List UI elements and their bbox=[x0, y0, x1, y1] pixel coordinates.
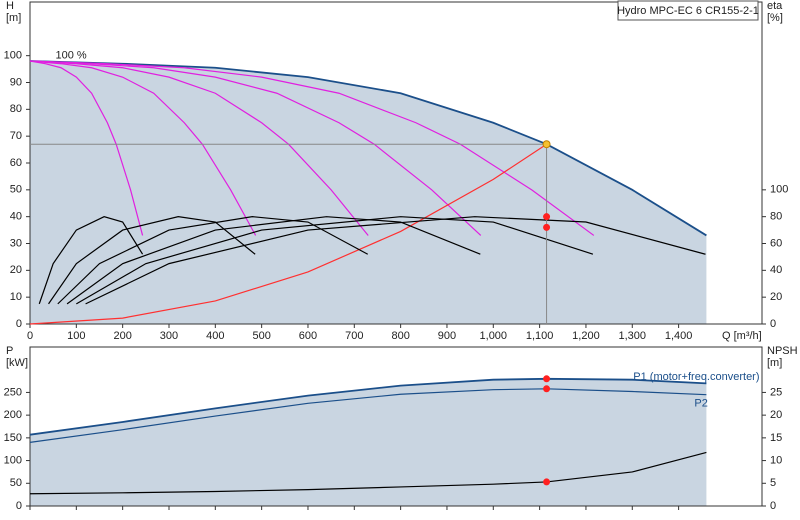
y2-tick-label: 10 bbox=[770, 454, 782, 466]
curve bbox=[76, 216, 594, 305]
y-tick-label: 100 bbox=[4, 50, 22, 62]
y-tick-label: 80 bbox=[10, 103, 22, 115]
y2-tick-label: 20 bbox=[770, 291, 782, 303]
x-tick-label: 600 bbox=[299, 330, 317, 342]
y2-axis-label: [m] bbox=[767, 357, 782, 369]
y2-tick-label: 20 bbox=[770, 409, 782, 421]
operating-point bbox=[543, 223, 551, 231]
plot-frame bbox=[29, 346, 763, 507]
y2-axis-label: [%] bbox=[767, 12, 783, 24]
y2-tick-label: 100 bbox=[770, 184, 788, 196]
operating-area bbox=[30, 378, 707, 506]
y-tick-label: 100 bbox=[4, 454, 22, 466]
x-tick-label: 1,400 bbox=[665, 330, 693, 342]
y-tick-label: 60 bbox=[10, 157, 22, 169]
y-axis-label: [m] bbox=[6, 12, 21, 24]
y-tick-label: 10 bbox=[10, 291, 22, 303]
operating-point bbox=[542, 140, 551, 149]
operating-point bbox=[543, 385, 551, 393]
series-label: P1 (motor+freq.converter) bbox=[633, 371, 759, 383]
curve bbox=[38, 216, 144, 305]
y-axis-label: [kW] bbox=[6, 357, 28, 369]
y-tick-label: 70 bbox=[10, 130, 22, 142]
x-tick-label: 1,100 bbox=[526, 330, 554, 342]
y-tick-label: 90 bbox=[10, 76, 22, 88]
operating-point bbox=[543, 478, 551, 486]
x-tick-label: 200 bbox=[113, 330, 131, 342]
y2-tick-label: 0 bbox=[770, 500, 776, 512]
y2-tick-label: 15 bbox=[770, 432, 782, 444]
x-tick-label: 1,000 bbox=[480, 330, 508, 342]
curve bbox=[29, 60, 595, 236]
y-tick-label: 50 bbox=[10, 184, 22, 196]
curve bbox=[29, 60, 144, 236]
operating-point bbox=[543, 375, 551, 383]
y-tick-label: 50 bbox=[10, 477, 22, 489]
y-tick-label: 0 bbox=[16, 318, 22, 330]
y-tick-label: 0 bbox=[16, 500, 22, 512]
x-tick-label: 500 bbox=[252, 330, 270, 342]
series-label: P2 bbox=[694, 398, 707, 410]
x-tick-label: 0 bbox=[27, 330, 33, 342]
curve bbox=[29, 60, 707, 237]
y2-axis-label: eta bbox=[767, 0, 783, 12]
chart-title: Hydro MPC-EC 6 CR155-2-1 bbox=[617, 5, 759, 17]
title-box bbox=[617, 0, 759, 21]
operating-area bbox=[30, 61, 707, 325]
y-tick-label: 30 bbox=[10, 237, 22, 249]
y2-tick-label: 60 bbox=[770, 237, 782, 249]
curve bbox=[29, 451, 707, 495]
curve bbox=[29, 60, 257, 236]
curve bbox=[29, 377, 707, 436]
x-axis-label: Q [m³/h] bbox=[722, 330, 762, 342]
y-axis-label: H bbox=[6, 0, 14, 12]
y2-axis-label: NPSH bbox=[767, 345, 798, 357]
curve bbox=[29, 388, 707, 443]
y2-tick-label: 25 bbox=[770, 386, 782, 398]
x-tick-label: 300 bbox=[160, 330, 178, 342]
curve bbox=[29, 143, 547, 325]
x-tick-label: 800 bbox=[391, 330, 409, 342]
y2-tick-label: 40 bbox=[770, 264, 782, 276]
y2-tick-label: 5 bbox=[770, 477, 776, 489]
x-tick-label: 100 bbox=[67, 330, 85, 342]
curve bbox=[29, 60, 369, 236]
curve bbox=[57, 216, 369, 305]
x-tick-label: 700 bbox=[345, 330, 363, 342]
y-tick-label: 20 bbox=[10, 264, 22, 276]
x-tick-label: 900 bbox=[438, 330, 456, 342]
curve bbox=[48, 216, 256, 305]
annotation: 100 % bbox=[55, 50, 86, 62]
operating-point bbox=[543, 213, 551, 221]
y-tick-label: 250 bbox=[4, 386, 22, 398]
y-axis-label: P bbox=[6, 345, 13, 357]
y-tick-label: 40 bbox=[10, 211, 22, 223]
y-tick-label: 150 bbox=[4, 432, 22, 444]
x-tick-label: 1,300 bbox=[619, 330, 647, 342]
x-tick-label: 1,200 bbox=[572, 330, 600, 342]
y2-tick-label: 80 bbox=[770, 211, 782, 223]
curve bbox=[85, 216, 706, 305]
curve bbox=[66, 216, 481, 305]
x-tick-label: 400 bbox=[206, 330, 224, 342]
y-tick-label: 200 bbox=[4, 409, 22, 421]
y2-tick-label: 0 bbox=[770, 318, 776, 330]
curve bbox=[29, 60, 482, 236]
